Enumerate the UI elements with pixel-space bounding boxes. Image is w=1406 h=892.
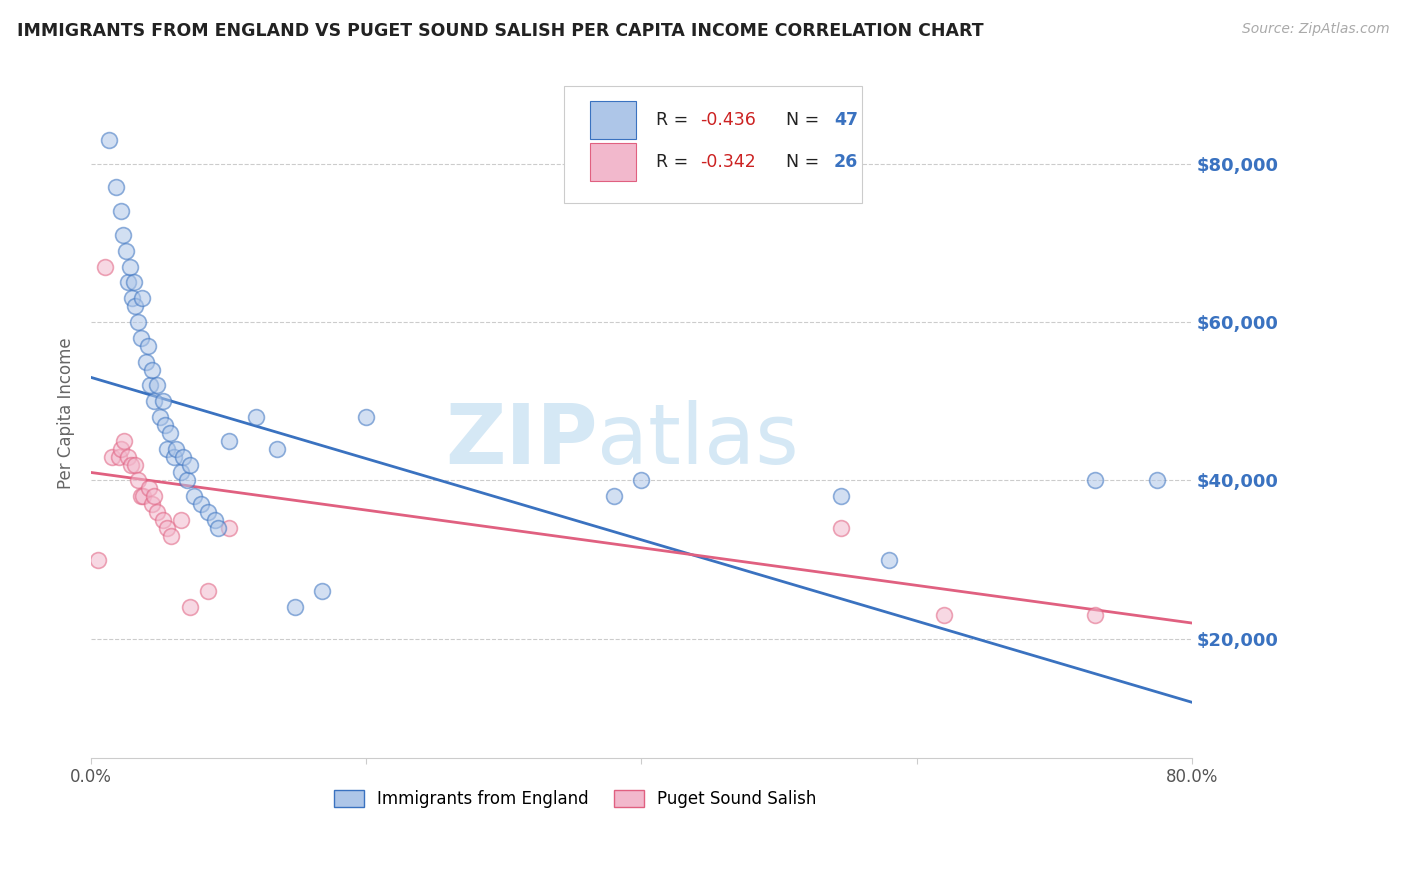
Immigrants from England xyxy=(266,442,288,456)
Immigrants from England xyxy=(136,339,159,353)
Puget Sound Salish xyxy=(138,481,160,495)
Immigrants from England xyxy=(129,331,152,345)
Immigrants from England xyxy=(127,315,149,329)
Immigrants from England xyxy=(169,466,191,480)
Puget Sound Salish xyxy=(932,608,955,623)
Puget Sound Salish xyxy=(107,450,129,464)
Immigrants from England xyxy=(176,474,198,488)
Puget Sound Salish xyxy=(87,552,110,566)
Immigrants from England xyxy=(311,584,333,599)
Puget Sound Salish xyxy=(152,513,174,527)
FancyBboxPatch shape xyxy=(564,86,862,202)
Puget Sound Salish xyxy=(146,505,169,519)
Immigrants from England xyxy=(218,434,240,448)
Text: ZIP: ZIP xyxy=(444,401,598,481)
Immigrants from England xyxy=(245,410,267,425)
Immigrants from England xyxy=(135,354,157,368)
Immigrants from England xyxy=(111,227,134,242)
Puget Sound Salish xyxy=(179,600,201,615)
Immigrants from England xyxy=(204,513,226,527)
Immigrants from England xyxy=(165,442,187,456)
Puget Sound Salish xyxy=(127,474,149,488)
Immigrants from England xyxy=(152,394,174,409)
Text: N =: N = xyxy=(775,112,824,129)
Text: IMMIGRANTS FROM ENGLAND VS PUGET SOUND SALISH PER CAPITA INCOME CORRELATION CHAR: IMMIGRANTS FROM ENGLAND VS PUGET SOUND S… xyxy=(17,22,984,40)
Puget Sound Salish xyxy=(112,434,135,448)
Text: -0.342: -0.342 xyxy=(700,153,755,170)
Puget Sound Salish xyxy=(830,521,852,535)
Text: Source: ZipAtlas.com: Source: ZipAtlas.com xyxy=(1241,22,1389,37)
Immigrants from England xyxy=(146,378,169,392)
Immigrants from England xyxy=(98,133,121,147)
Puget Sound Salish xyxy=(132,489,155,503)
Immigrants from England xyxy=(155,417,177,432)
Text: R =: R = xyxy=(655,153,693,170)
Immigrants from England xyxy=(156,442,179,456)
Immigrants from England xyxy=(877,552,900,566)
Puget Sound Salish xyxy=(101,450,124,464)
Immigrants from England xyxy=(1084,474,1107,488)
Puget Sound Salish xyxy=(160,529,183,543)
Immigrants from England xyxy=(356,410,378,425)
Immigrants from England xyxy=(830,489,852,503)
Puget Sound Salish xyxy=(197,584,219,599)
Puget Sound Salish xyxy=(110,442,132,456)
Immigrants from England xyxy=(603,489,626,503)
Text: R =: R = xyxy=(655,112,693,129)
Puget Sound Salish xyxy=(124,458,146,472)
Puget Sound Salish xyxy=(141,497,163,511)
Text: 47: 47 xyxy=(834,112,858,129)
Y-axis label: Per Capita Income: Per Capita Income xyxy=(58,337,75,489)
Puget Sound Salish xyxy=(169,513,191,527)
Puget Sound Salish xyxy=(1084,608,1107,623)
Puget Sound Salish xyxy=(218,521,240,535)
Immigrants from England xyxy=(141,362,163,376)
Immigrants from England xyxy=(149,410,172,425)
Text: 26: 26 xyxy=(834,153,858,170)
FancyBboxPatch shape xyxy=(589,102,636,139)
Immigrants from England xyxy=(183,489,205,503)
Immigrants from England xyxy=(104,180,127,194)
Immigrants from England xyxy=(143,394,166,409)
Immigrants from England xyxy=(207,521,229,535)
Legend: Immigrants from England, Puget Sound Salish: Immigrants from England, Puget Sound Sal… xyxy=(328,783,824,814)
FancyBboxPatch shape xyxy=(589,143,636,180)
Text: -0.436: -0.436 xyxy=(700,112,755,129)
Immigrants from England xyxy=(110,204,132,219)
Immigrants from England xyxy=(630,474,652,488)
Puget Sound Salish xyxy=(143,489,166,503)
Immigrants from England xyxy=(114,244,136,258)
Immigrants from England xyxy=(124,299,146,313)
Immigrants from England xyxy=(197,505,219,519)
Immigrants from England xyxy=(159,425,181,440)
Immigrants from England xyxy=(190,497,212,511)
Immigrants from England xyxy=(139,378,162,392)
Text: atlas: atlas xyxy=(598,401,799,481)
Puget Sound Salish xyxy=(94,260,117,274)
Immigrants from England xyxy=(284,600,307,615)
Immigrants from England xyxy=(131,291,153,305)
Puget Sound Salish xyxy=(156,521,179,535)
Immigrants from England xyxy=(1146,474,1168,488)
Immigrants from England xyxy=(118,260,141,274)
Puget Sound Salish xyxy=(129,489,152,503)
Puget Sound Salish xyxy=(120,458,142,472)
Puget Sound Salish xyxy=(117,450,139,464)
Immigrants from England xyxy=(172,450,194,464)
Text: N =: N = xyxy=(775,153,824,170)
Immigrants from England xyxy=(121,291,143,305)
Immigrants from England xyxy=(163,450,186,464)
Immigrants from England xyxy=(122,276,145,290)
Immigrants from England xyxy=(117,276,139,290)
Immigrants from England xyxy=(179,458,201,472)
